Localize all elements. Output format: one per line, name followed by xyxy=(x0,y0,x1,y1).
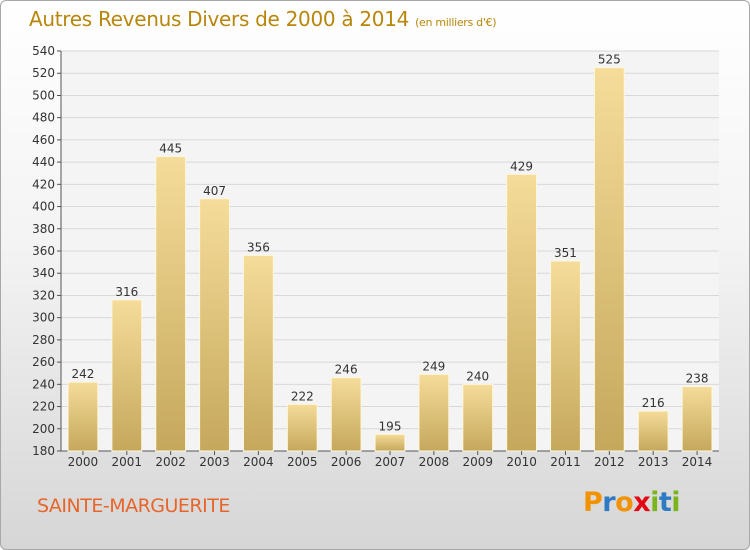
title-main: Autres Revenus Divers de 2000 à 2014 xyxy=(29,7,410,31)
y-tick-label: 540 xyxy=(32,44,55,58)
bar xyxy=(286,403,318,452)
bar xyxy=(199,198,230,452)
bar xyxy=(155,156,187,452)
bar xyxy=(550,260,581,452)
bar xyxy=(681,386,713,452)
logo-letter: r xyxy=(602,487,616,518)
title-unit: (en milliers d'€) xyxy=(415,16,497,29)
logo-letter: P xyxy=(583,487,603,518)
x-tick-label: 2003 xyxy=(199,455,230,469)
x-tick-label: 2014 xyxy=(682,455,713,469)
value-label: 249 xyxy=(422,359,445,373)
value-label: 242 xyxy=(71,367,94,381)
x-tick-label: 2002 xyxy=(155,455,186,469)
value-label: 351 xyxy=(554,246,577,260)
bar xyxy=(637,410,669,452)
y-tick-label: 380 xyxy=(32,222,55,236)
logo-letter: i xyxy=(650,487,659,518)
value-label: 316 xyxy=(115,285,138,299)
place-name: SAINTE-MARGUERITE xyxy=(37,495,230,517)
logo-letter: x xyxy=(633,487,651,518)
y-tick-label: 280 xyxy=(32,333,55,347)
y-tick-label: 480 xyxy=(32,111,55,125)
chart-title: Autres Revenus Divers de 2000 à 2014 (en … xyxy=(29,7,497,31)
x-tick-label: 2011 xyxy=(550,455,581,469)
y-tick-label: 220 xyxy=(32,400,55,414)
value-label: 222 xyxy=(291,389,314,403)
bar xyxy=(374,433,406,452)
y-tick-label: 300 xyxy=(32,311,55,325)
x-tick-label: 2006 xyxy=(331,455,362,469)
logo-letter: t xyxy=(658,487,672,518)
y-tick-label: 240 xyxy=(32,377,55,391)
y-tick-label: 460 xyxy=(32,133,55,147)
bar xyxy=(462,383,494,452)
bar xyxy=(506,173,538,452)
x-tick-label: 2007 xyxy=(375,455,406,469)
bar xyxy=(593,67,625,452)
bar xyxy=(67,381,99,452)
y-tick-label: 320 xyxy=(32,288,55,302)
y-tick-label: 440 xyxy=(32,155,55,169)
value-label: 407 xyxy=(203,184,226,198)
y-tick-label: 360 xyxy=(32,244,55,258)
value-label: 525 xyxy=(598,53,621,67)
x-tick-label: 2010 xyxy=(506,455,537,469)
value-label: 216 xyxy=(642,396,665,410)
value-label: 356 xyxy=(247,240,270,254)
x-tick-label: 2001 xyxy=(112,455,143,469)
y-tick-label: 340 xyxy=(32,266,55,280)
y-tick-label: 500 xyxy=(32,88,55,102)
value-label: 238 xyxy=(686,372,709,386)
bar xyxy=(330,377,362,452)
y-tick-label: 180 xyxy=(32,444,55,458)
logo-letter: o xyxy=(615,487,634,518)
y-tick-label: 400 xyxy=(32,200,55,214)
x-tick-label: 2012 xyxy=(594,455,625,469)
x-tick-label: 2005 xyxy=(287,455,318,469)
value-label: 246 xyxy=(335,363,358,377)
x-tick-label: 2004 xyxy=(243,455,274,469)
bar xyxy=(111,299,143,452)
y-tick-label: 420 xyxy=(32,177,55,191)
bar xyxy=(242,254,274,452)
y-tick-label: 200 xyxy=(32,422,55,436)
value-label: 445 xyxy=(159,142,182,156)
bar xyxy=(418,373,450,452)
proxiti-logo: Proxiti xyxy=(583,487,681,518)
x-tick-label: 2008 xyxy=(419,455,450,469)
logo-letter: i xyxy=(671,487,681,518)
x-tick-label: 2009 xyxy=(462,455,493,469)
value-label: 195 xyxy=(379,419,402,433)
x-tick-label: 2000 xyxy=(68,455,99,469)
value-label: 240 xyxy=(466,369,489,383)
y-tick-label: 520 xyxy=(32,66,55,80)
y-tick-label: 260 xyxy=(32,355,55,369)
value-label: 429 xyxy=(510,159,533,173)
x-tick-label: 2013 xyxy=(638,455,669,469)
